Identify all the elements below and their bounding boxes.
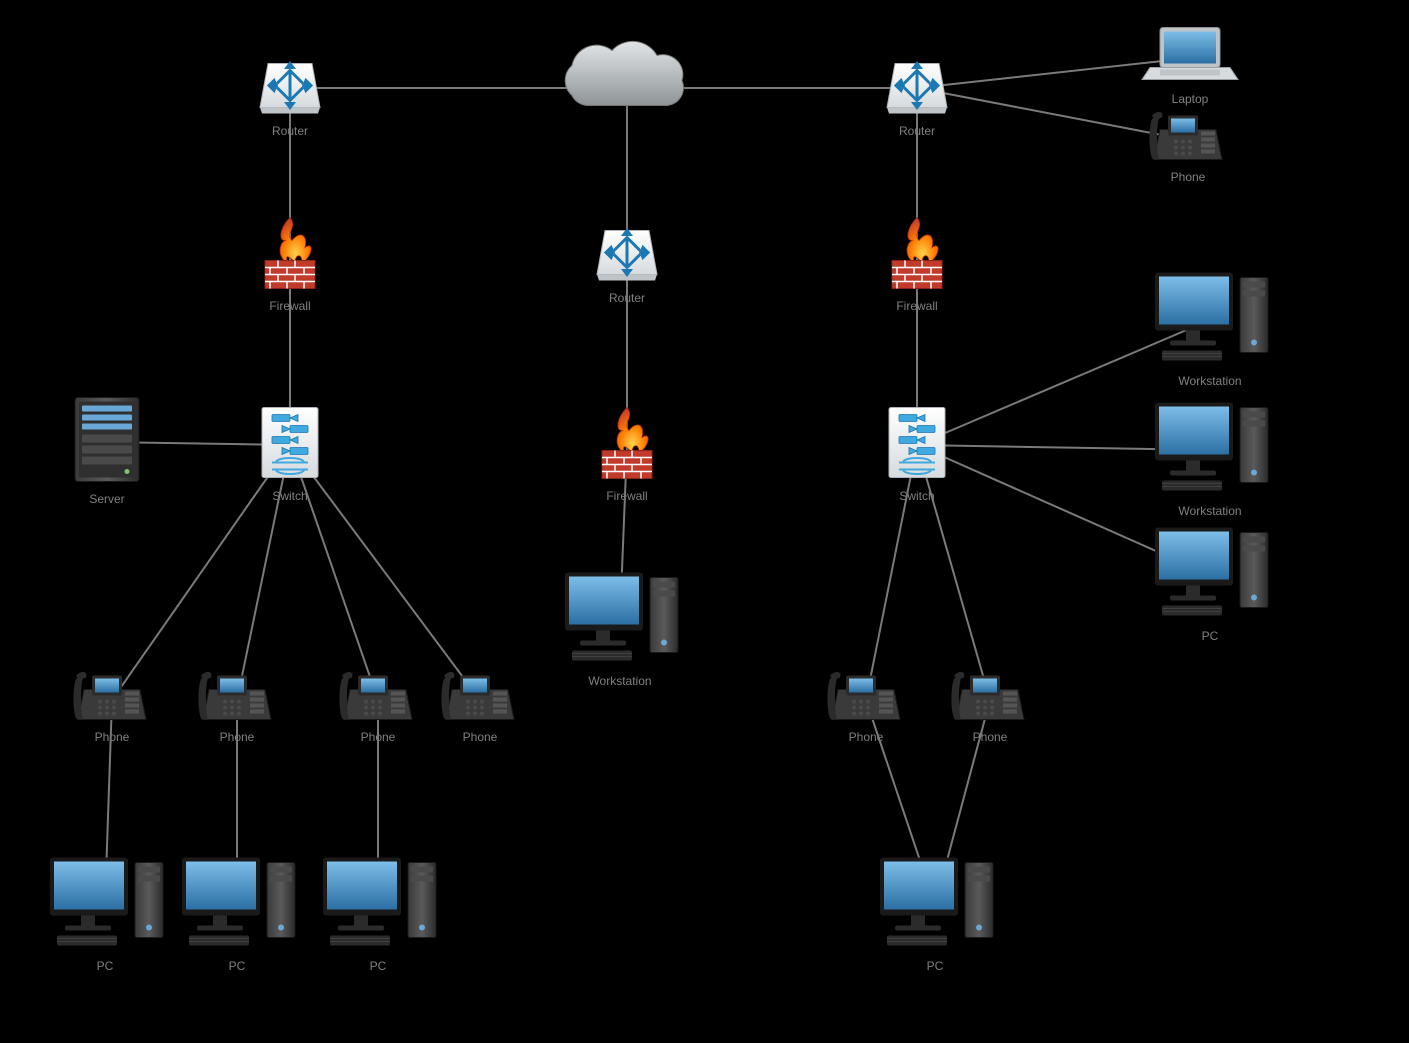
workstation-icon: [35, 845, 175, 961]
node-phone_tr: [1142, 104, 1234, 177]
node-switch_l: [250, 395, 330, 496]
server-icon: [63, 386, 151, 494]
phone-icon: [66, 664, 158, 732]
phone-icon: [820, 664, 912, 732]
node-fw_l: [253, 205, 327, 306]
workstation-icon: [865, 845, 1005, 961]
node-pc_rb: [865, 845, 1005, 966]
workstation-icon: [308, 845, 448, 961]
firewall-icon: [880, 205, 954, 301]
node-phone_l3: [332, 664, 424, 737]
phone-icon: [944, 664, 1036, 732]
node-server: [63, 386, 151, 499]
phone-icon: [1142, 104, 1234, 172]
cloud-icon: [547, 41, 707, 131]
node-ws_r2: [1140, 390, 1280, 511]
network-diagram: InternetRouterRouterLaptopPhoneFirewallR…: [0, 0, 1409, 1043]
node-phone_r2: [944, 664, 1036, 737]
workstation-icon: [550, 560, 690, 676]
workstation-icon: [1140, 260, 1280, 376]
router-icon: [875, 46, 959, 126]
node-switch_r: [877, 395, 957, 496]
workstation-icon: [1140, 515, 1280, 631]
node-phone_l4: [434, 664, 526, 737]
switch-icon: [877, 395, 957, 491]
node-router_r: [875, 46, 959, 131]
switch-icon: [250, 395, 330, 491]
workstation-icon: [167, 845, 307, 961]
router-icon: [585, 213, 669, 293]
node-pc_l2: [167, 845, 307, 966]
phone-icon: [434, 664, 526, 732]
router-icon: [248, 46, 332, 126]
phone-icon: [191, 664, 283, 732]
node-ws_c: [550, 560, 690, 681]
node-pc_l1: [35, 845, 175, 966]
node-pc_l3: [308, 845, 448, 966]
node-phone_r1: [820, 664, 912, 737]
node-fw_r: [880, 205, 954, 306]
node-ws_r1: [1140, 260, 1280, 381]
workstation-icon: [1140, 390, 1280, 506]
node-internet: [547, 41, 707, 136]
firewall-icon: [590, 395, 664, 491]
node-laptop: [1130, 18, 1250, 99]
node-phone_l2: [191, 664, 283, 737]
node-router_l: [248, 46, 332, 131]
laptop-icon: [1130, 18, 1250, 94]
node-pc_r: [1140, 515, 1280, 636]
node-router_c: [585, 213, 669, 298]
firewall-icon: [253, 205, 327, 301]
phone-icon: [332, 664, 424, 732]
node-fw_c: [590, 395, 664, 496]
node-phone_l1: [66, 664, 158, 737]
